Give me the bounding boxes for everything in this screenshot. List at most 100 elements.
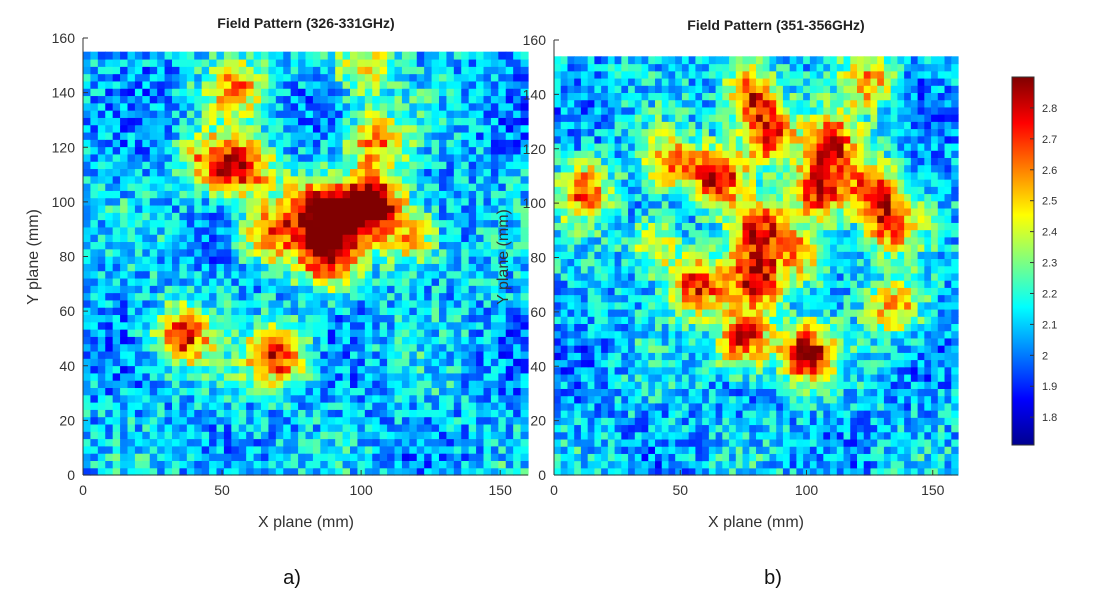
- heatmap-cell: [387, 277, 396, 286]
- heatmap-cell: [424, 241, 433, 250]
- x-tick-label: 150: [489, 482, 513, 498]
- heatmap-cell: [246, 460, 255, 469]
- heatmap-cell: [157, 307, 166, 316]
- heatmap-cell: [468, 358, 477, 367]
- heatmap-cell: [261, 117, 270, 126]
- heatmap-cell: [312, 343, 321, 352]
- heatmap-cell: [149, 321, 158, 330]
- heatmap-cell: [238, 409, 247, 418]
- heatmap-cell: [816, 417, 824, 426]
- heatmap-cell: [320, 336, 329, 345]
- heatmap-cell: [216, 204, 225, 213]
- heatmap-cell: [120, 117, 129, 126]
- heatmap-cell: [357, 51, 366, 60]
- heatmap-cell: [409, 183, 418, 191]
- heatmap-cell: [194, 263, 203, 272]
- heatmap-cell: [498, 336, 507, 345]
- heatmap-cell: [327, 467, 336, 476]
- heatmap-cell: [453, 110, 462, 118]
- heatmap-cell: [231, 329, 240, 337]
- heatmap-cell: [209, 314, 218, 323]
- heatmap-cell: [275, 168, 284, 177]
- heatmap-cell: [305, 190, 314, 199]
- heatmap-cell: [431, 102, 440, 111]
- heatmap-cell: [401, 110, 410, 118]
- heatmap-cell: [179, 372, 188, 381]
- heatmap-cell: [762, 467, 771, 476]
- heatmap-cell: [468, 299, 477, 308]
- heatmap-cell: [335, 292, 344, 301]
- heatmap-cell: [641, 431, 649, 440]
- heatmap-cell: [505, 365, 514, 374]
- heatmap-cell: [90, 270, 99, 279]
- heatmap-cell: [209, 161, 218, 170]
- heatmap-cell: [275, 110, 284, 118]
- heatmap-cell: [231, 343, 240, 352]
- heatmap-cell: [476, 321, 485, 330]
- heatmap-cell: [931, 467, 939, 476]
- heatmap-cell: [431, 460, 440, 469]
- heatmap-cell: [283, 124, 292, 133]
- heatmap-cell: [97, 66, 106, 75]
- heatmap-cell: [120, 380, 129, 389]
- heatmap-cell: [164, 343, 173, 352]
- heatmap-cell: [931, 373, 939, 382]
- heatmap-cell: [904, 467, 912, 476]
- heatmap-cell: [513, 110, 522, 118]
- heatmap-cell: [179, 58, 188, 67]
- heatmap-cell: [290, 124, 299, 133]
- heatmap-cell: [823, 337, 831, 346]
- heatmap-cell: [90, 409, 99, 418]
- heatmap-cell: [594, 366, 602, 375]
- heatmap-cell: [628, 381, 636, 389]
- heatmap-cell: [290, 241, 299, 250]
- heatmap-cell: [476, 256, 485, 264]
- heatmap-cell: [409, 350, 418, 359]
- heatmap-cell: [209, 212, 218, 221]
- heatmap-cell: [468, 110, 477, 118]
- heatmap-cell: [127, 117, 136, 126]
- heatmap-cell: [461, 402, 470, 410]
- heatmap-cell: [305, 380, 314, 389]
- heatmap-cell: [364, 358, 373, 367]
- heatmap-cell: [769, 417, 777, 426]
- heatmap-cell: [312, 307, 321, 316]
- heatmap-cell: [216, 256, 225, 264]
- heatmap-cell: [261, 161, 270, 170]
- heatmap-cell: [194, 248, 203, 257]
- heatmap-cell: [416, 431, 425, 440]
- heatmap-cell: [621, 460, 629, 469]
- heatmap-cell: [157, 467, 166, 476]
- heatmap-cell: [298, 365, 307, 374]
- heatmap-cell: [283, 146, 292, 155]
- heatmap-cell: [850, 366, 858, 375]
- heatmap-cell: [357, 146, 366, 155]
- heatmap-cell: [231, 350, 240, 359]
- heatmap-cell: [164, 161, 173, 170]
- heatmap-cell: [209, 467, 218, 476]
- heatmap-cell: [614, 323, 622, 332]
- heatmap-cell: [335, 204, 344, 213]
- heatmap-cell: [863, 453, 872, 462]
- heatmap-cell: [246, 431, 255, 440]
- heatmap-cell: [431, 226, 440, 235]
- heatmap-cell: [715, 294, 723, 303]
- heatmap-cell: [742, 345, 750, 353]
- heatmap-cell: [823, 395, 831, 404]
- heatmap-cell: [231, 66, 240, 75]
- heatmap-cell: [628, 410, 636, 418]
- heatmap-cell: [446, 285, 455, 294]
- heatmap-cell: [857, 417, 865, 426]
- heatmap-cell: [453, 416, 462, 425]
- heatmap-cell: [580, 381, 589, 389]
- heatmap-cell: [416, 58, 425, 67]
- heatmap-cell: [897, 345, 905, 353]
- heatmap-cell: [567, 381, 575, 389]
- heatmap-cell: [127, 161, 136, 170]
- heatmap-cell: [372, 190, 381, 199]
- heatmap-cell: [401, 321, 410, 330]
- heatmap-cell: [409, 343, 418, 352]
- heatmap-cell: [688, 316, 696, 325]
- heatmap-cell: [97, 226, 106, 235]
- heatmap-cell: [268, 365, 277, 374]
